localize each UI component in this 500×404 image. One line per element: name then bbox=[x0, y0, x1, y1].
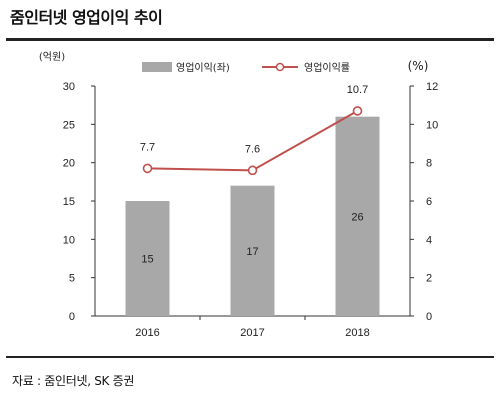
right-tick-label: 8 bbox=[426, 158, 432, 170]
source-note: 자료 : 줌인터넷, SK 증권 bbox=[12, 374, 135, 388]
legend-bar-label: 영업이익(좌) bbox=[176, 61, 230, 74]
footer-divider bbox=[6, 356, 494, 358]
bar bbox=[335, 116, 380, 317]
legend-line-marker bbox=[275, 62, 285, 72]
right-tick-label: 12 bbox=[426, 81, 438, 93]
left-tick-label: 5 bbox=[69, 273, 75, 285]
right-tick-label: 2 bbox=[426, 273, 432, 285]
left-tick-label: 15 bbox=[63, 196, 75, 208]
bar bbox=[125, 201, 170, 316]
left-tick-label: 25 bbox=[63, 119, 75, 131]
right-axis-label: (%) bbox=[408, 59, 429, 73]
chart: (억원) (%) 영업이익(좌) 영업이익률 0 5 10 15 20 25 30 0 2 4 6 8… bbox=[39, 51, 438, 339]
x-tick-label: 2018 bbox=[345, 327, 369, 339]
bar-value-label: 17 bbox=[246, 246, 258, 258]
line-value-label: 7.7 bbox=[140, 141, 155, 153]
legend-bar-swatch bbox=[142, 62, 172, 72]
left-tick-label: 0 bbox=[69, 311, 75, 323]
x-tick-label: 2017 bbox=[240, 327, 264, 339]
margin-point bbox=[142, 163, 153, 174]
legend-line-label: 영업이익률 bbox=[304, 61, 350, 74]
x-tick-label: 2016 bbox=[135, 327, 159, 339]
title-divider bbox=[6, 38, 494, 41]
page-title: 줌인터넷 영업이익 추이 bbox=[10, 8, 163, 27]
right-tick-label: 4 bbox=[426, 234, 432, 246]
margin-point bbox=[247, 165, 258, 176]
margin-line bbox=[147, 110, 358, 172]
right-tick-label: 0 bbox=[426, 311, 432, 323]
left-tick-label: 10 bbox=[63, 234, 75, 246]
margin-point bbox=[352, 106, 363, 116]
left-tick-label: 30 bbox=[63, 81, 75, 93]
bar-value-label: 26 bbox=[351, 211, 363, 223]
bar-value-label: 15 bbox=[141, 254, 153, 266]
right-tick-label: 6 bbox=[426, 196, 432, 208]
right-tick-label: 10 bbox=[426, 119, 438, 131]
left-tick-label: 20 bbox=[63, 158, 75, 170]
line-value-label: 10.7 bbox=[347, 84, 368, 96]
bar bbox=[230, 185, 275, 316]
line-value-label: 7.6 bbox=[245, 143, 260, 155]
left-axis-label: (억원) bbox=[39, 51, 65, 63]
